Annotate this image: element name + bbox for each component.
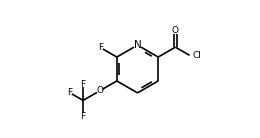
Text: F: F [81,112,86,121]
Text: F: F [98,43,103,52]
Text: F: F [67,88,72,97]
Text: Cl: Cl [193,51,202,60]
Text: F: F [81,80,86,89]
Text: O: O [96,86,103,95]
Text: O: O [172,26,179,35]
Text: N: N [134,40,141,50]
